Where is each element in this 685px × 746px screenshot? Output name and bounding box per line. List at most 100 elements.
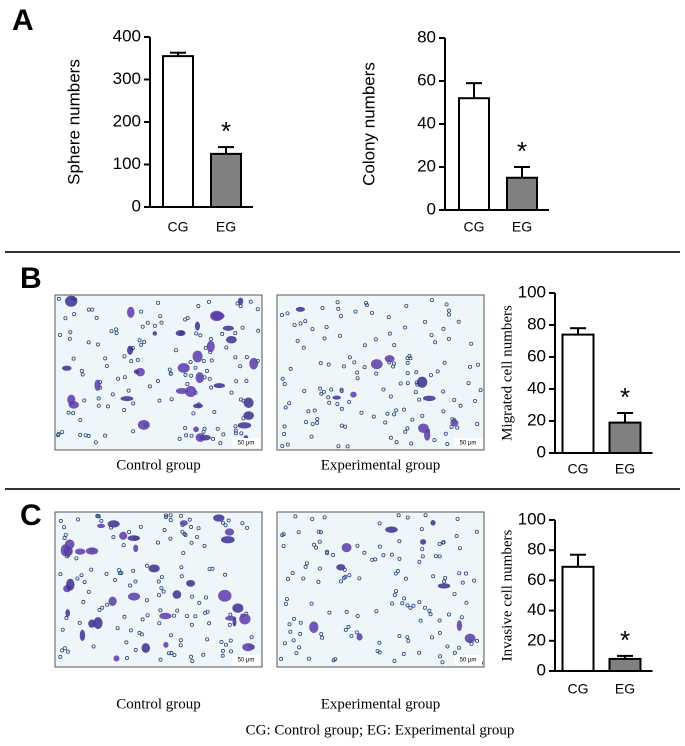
pore: [427, 608, 432, 613]
pore: [420, 554, 425, 559]
pore: [110, 392, 115, 397]
pore: [377, 521, 382, 526]
pore: [405, 603, 410, 608]
cell: [232, 603, 244, 613]
cell: [163, 641, 169, 648]
pore: [64, 616, 69, 621]
pore: [147, 384, 152, 389]
pore: [78, 418, 83, 423]
pore: [321, 389, 326, 394]
cell: [385, 526, 398, 533]
x-tick-label: CG: [568, 461, 589, 477]
pore: [131, 429, 136, 434]
y-axis-label: Colony numbers: [359, 62, 378, 186]
pore: [96, 514, 101, 519]
cell: [66, 578, 75, 591]
pore: [122, 614, 127, 619]
pore: [377, 544, 382, 549]
pore: [359, 410, 364, 415]
pore: [388, 394, 393, 399]
pore: [397, 556, 402, 561]
y-tick-label: 80: [417, 27, 436, 46]
pore: [208, 337, 213, 342]
pore: [156, 540, 161, 545]
cell: [225, 335, 237, 344]
cell: [242, 643, 254, 652]
pore: [478, 388, 483, 393]
pore: [159, 586, 164, 591]
pore: [472, 578, 477, 583]
pore: [374, 371, 379, 376]
cell: [172, 590, 182, 599]
pore: [204, 368, 209, 373]
pore: [440, 660, 445, 665]
pore: [280, 376, 285, 381]
pore: [327, 400, 332, 405]
pore: [363, 300, 368, 305]
pore: [190, 594, 195, 599]
pore: [182, 531, 187, 536]
pore: [375, 648, 380, 653]
pore: [429, 298, 434, 303]
cell: [152, 331, 158, 336]
cell: [224, 528, 235, 536]
pore: [145, 320, 150, 325]
pore: [209, 358, 214, 363]
pore: [316, 529, 321, 534]
pore: [347, 399, 352, 404]
pore: [410, 417, 415, 422]
pore: [362, 550, 367, 555]
y-tick-label: 80: [527, 540, 546, 559]
pore: [445, 644, 450, 649]
pore: [181, 551, 186, 556]
pore: [417, 397, 422, 402]
pore: [383, 420, 388, 425]
pore: [239, 431, 244, 436]
y-tick-label: 0: [537, 442, 546, 461]
pore: [355, 370, 360, 375]
x-tick-label: CG: [464, 219, 485, 235]
pore: [145, 598, 150, 603]
pore: [309, 434, 314, 439]
cell: [133, 544, 139, 553]
pore: [474, 529, 479, 534]
pore: [285, 311, 290, 316]
pore: [343, 424, 348, 429]
pore: [56, 296, 61, 301]
pore: [394, 440, 399, 445]
pore: [440, 540, 445, 545]
pore: [397, 539, 402, 544]
cell: [135, 367, 145, 377]
pore: [220, 332, 225, 337]
cell: [68, 401, 79, 409]
cell: [384, 355, 395, 363]
pore: [142, 339, 147, 344]
pore: [392, 593, 397, 598]
pore: [398, 381, 403, 386]
pore: [124, 640, 129, 645]
pore: [189, 622, 194, 627]
cell: [192, 403, 203, 409]
pore: [353, 309, 358, 314]
pore: [105, 404, 110, 409]
y-axis-label: Migrated cell numbers: [499, 305, 515, 441]
pore: [233, 431, 238, 436]
pore: [457, 571, 462, 576]
image-caption: Control group: [116, 696, 201, 712]
pore: [386, 315, 391, 320]
x-tick-label: EG: [216, 219, 236, 235]
pore: [441, 389, 446, 394]
y-tick-label: 300: [113, 69, 141, 88]
cell: [309, 621, 319, 633]
pore: [137, 338, 142, 343]
pore: [183, 372, 188, 377]
pore: [319, 391, 324, 396]
pore: [409, 441, 414, 446]
pore: [188, 359, 193, 364]
pore: [385, 411, 390, 416]
pore: [156, 300, 161, 305]
pore: [97, 608, 102, 613]
pore: [347, 573, 352, 578]
cell: [192, 350, 203, 363]
